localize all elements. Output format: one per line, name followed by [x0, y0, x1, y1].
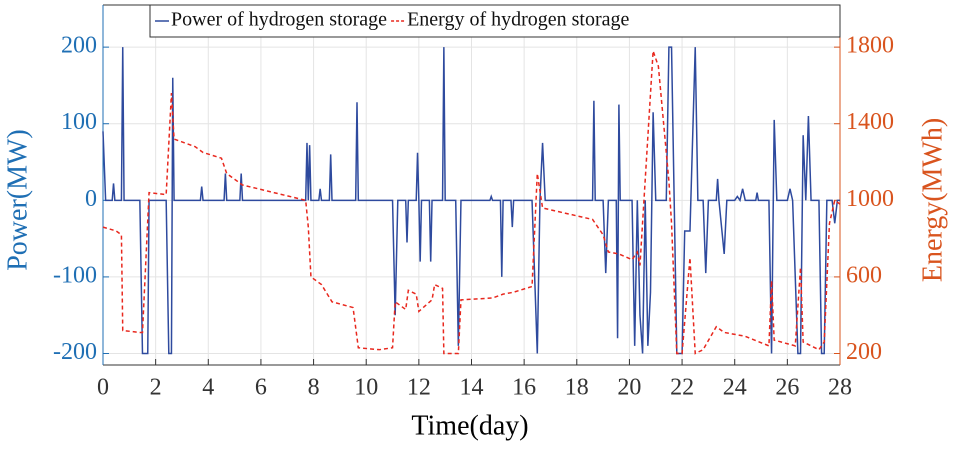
x-tick-label: 10 [354, 375, 378, 401]
y-tick-label: 200 [61, 33, 97, 59]
y2-tick-label: 1800 [846, 33, 894, 59]
legend-label: Energy of hydrogen storage [407, 9, 629, 31]
y-tick-label: 100 [61, 109, 97, 135]
x-tick-label: 18 [565, 375, 589, 401]
x-tick-label: 0 [97, 375, 109, 401]
x-tick-label: 16 [512, 375, 536, 401]
x-tick-label: 2 [150, 375, 162, 401]
legend-label: Power of hydrogen storage [171, 9, 387, 31]
x-tick-label: 12 [407, 375, 431, 401]
legend: Power of hydrogen storage Energy of hydro… [149, 4, 841, 38]
y2-tick-label: 1400 [846, 109, 894, 135]
y2-tick-label: 600 [846, 262, 882, 288]
x-tick-label: 22 [670, 375, 694, 401]
x-tick-label: 20 [617, 375, 641, 401]
data-line [102, 46, 840, 355]
y-tick-label: -100 [53, 262, 97, 288]
x-tick-label: 4 [202, 375, 214, 401]
y2-tick-label: 1000 [846, 186, 894, 212]
y2-tick-label: 200 [846, 339, 882, 365]
x-tick-label: 24 [723, 375, 747, 401]
x-tick-label: 28 [828, 375, 852, 401]
x-axis-label: Time(day) [411, 410, 528, 441]
x-tick-label: 6 [255, 375, 267, 401]
y-tick-label: 0 [85, 186, 97, 212]
y2-axis-label: Energy(MWh) [917, 118, 948, 282]
y-axis-label: Power(MW) [2, 129, 33, 271]
data-line [102, 50, 841, 355]
y-tick-label: -200 [53, 339, 97, 365]
x-tick-label: 8 [308, 375, 320, 401]
legend-box [149, 4, 841, 38]
x-tick-label: 14 [460, 375, 484, 401]
x-tick-label: 26 [775, 375, 799, 401]
